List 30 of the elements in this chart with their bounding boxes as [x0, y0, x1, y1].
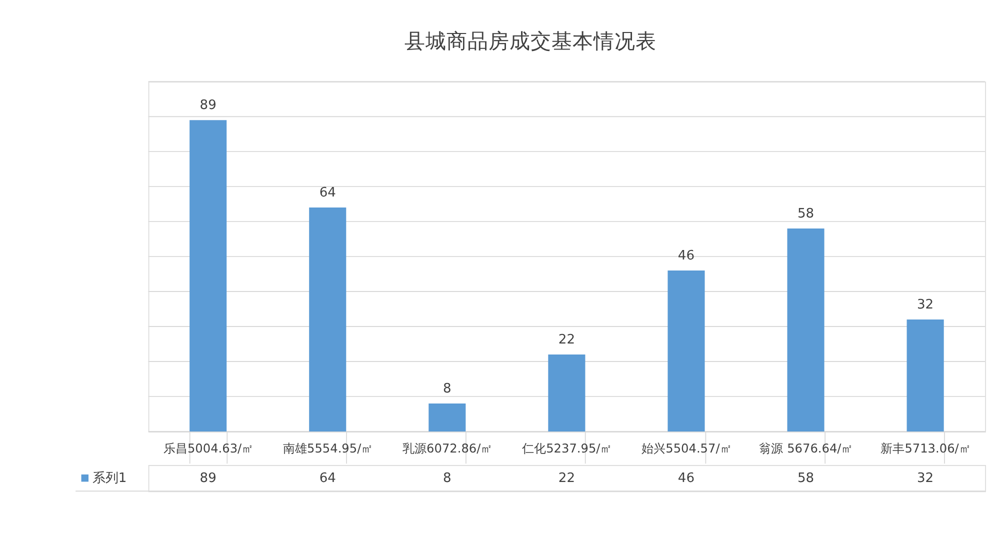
x-tick-label: 翁源 5676.64/㎡ [759, 441, 854, 456]
bar [906, 320, 944, 432]
text: 89 [200, 470, 216, 486]
text: 8 [443, 470, 452, 486]
text: 46 [678, 470, 695, 486]
bar [190, 120, 227, 432]
bar [309, 208, 346, 432]
x-tick-label: 仁化5237.95/㎡ [521, 441, 612, 456]
bar [668, 270, 705, 432]
text: 64 [319, 470, 336, 486]
data-label: 58 [797, 206, 814, 222]
data-label: 46 [678, 248, 695, 264]
data-label: 22 [558, 332, 575, 348]
data-label: 32 [917, 297, 934, 312]
data-label: 64 [319, 185, 336, 200]
x-tick-label: 南雄5554.95/㎡ [283, 441, 374, 456]
text: 32 [917, 470, 934, 486]
x-tick-label: 乐昌5004.63/㎡ [163, 441, 254, 456]
text: 22 [558, 470, 575, 486]
bar [787, 228, 824, 432]
bar [548, 354, 586, 432]
x-tick-label: 新丰5713.06/㎡ [880, 441, 971, 456]
x-tick-label: 始兴5504.57/㎡ [642, 441, 732, 456]
bar [428, 403, 466, 432]
data-label: 8 [443, 381, 452, 396]
x-tick-label: 乳源6072.86/㎡ [402, 441, 493, 456]
text: 58 [797, 470, 814, 486]
data-label: 89 [200, 98, 216, 113]
legend-label: 系列1 [92, 470, 127, 486]
chart-title: 县城商品房成交基本情况表 [404, 29, 656, 54]
